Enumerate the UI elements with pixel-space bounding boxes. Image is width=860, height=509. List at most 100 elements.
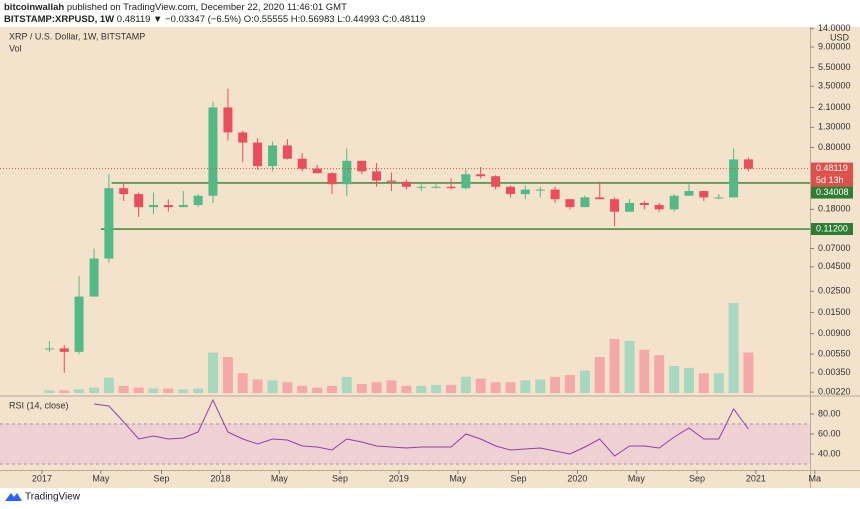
candle-body: [476, 174, 486, 177]
y-tick-label: 0.00350: [818, 367, 851, 377]
y-tick-label: 14.0000: [818, 23, 851, 33]
volume-bar: [371, 382, 382, 393]
y-tick-label: 0.00220: [818, 386, 851, 396]
candle-body: [550, 189, 560, 200]
x-tick-label: 2017: [32, 473, 52, 483]
rsi-band: [0, 424, 810, 464]
candle-body: [446, 186, 456, 189]
y-unit: USD: [830, 32, 850, 42]
candle-body: [461, 174, 471, 189]
candle-body: [163, 204, 173, 208]
candle-body: [684, 191, 694, 196]
chart-background: [0, 27, 860, 488]
volume-bar: [535, 379, 546, 393]
candle-body: [639, 202, 649, 205]
candle-body: [297, 158, 307, 169]
volume-bar: [163, 388, 174, 393]
volume-bar: [624, 340, 635, 393]
volume-bar: [356, 384, 367, 393]
volume-bar: [282, 382, 293, 393]
volume-bar: [74, 389, 85, 393]
volume-bar: [89, 387, 100, 393]
y-tick-label: 9.00000: [818, 41, 851, 51]
rsi-tick-label: 60.00: [818, 428, 841, 438]
candle-body: [535, 189, 545, 191]
volume-bar: [44, 390, 55, 393]
x-tick-label: 2020: [567, 473, 587, 483]
volume-bar: [326, 385, 337, 393]
x-tick-label: May: [271, 473, 289, 483]
volume-bar: [728, 303, 739, 393]
candle-body: [342, 160, 352, 185]
y-tick-label: 1.30000: [818, 122, 851, 132]
volume-bar: [193, 388, 204, 393]
volume-bar: [59, 390, 70, 393]
volume-bar: [386, 380, 397, 393]
y-tick-label: 0.02500: [818, 286, 851, 296]
countdown-box: [811, 174, 853, 187]
volume-bar: [460, 376, 471, 393]
candle-body: [104, 188, 114, 259]
candle-body: [74, 296, 84, 352]
candle-body: [238, 132, 248, 143]
volume-bar: [148, 388, 159, 393]
logo: TradingView: [5, 492, 81, 503]
candle-body: [149, 204, 159, 208]
level-label: 0.11200: [816, 223, 848, 233]
x-tick-label: May: [628, 473, 646, 483]
volume-bar: [267, 380, 278, 393]
volume-bar: [222, 357, 233, 393]
x-tick-label: Sep: [511, 473, 527, 483]
candle-body: [431, 186, 441, 188]
candle-body: [654, 204, 664, 210]
y-tick-label: 3.50000: [818, 81, 851, 91]
level-label-box: [811, 186, 853, 199]
x-tick-label: May: [92, 473, 110, 483]
candle-body: [44, 348, 54, 350]
volume-bar: [118, 385, 129, 393]
candle-body: [565, 199, 575, 208]
volume-bar: [341, 376, 352, 393]
candle-body: [134, 194, 144, 208]
rsi-tick-label: 40.00: [818, 448, 841, 458]
y-tick-label: 0.80000: [818, 142, 851, 152]
candle-body: [743, 159, 753, 169]
candle-body: [327, 173, 337, 185]
volume-bar: [579, 370, 590, 393]
x-tick-label: Ma: [809, 473, 822, 483]
volume-bar: [713, 373, 724, 393]
volume-bar: [178, 389, 189, 393]
x-tick-label: 2019: [389, 473, 409, 483]
rsi-title: RSI (14, close): [9, 400, 69, 410]
volume-label: Vol: [9, 43, 22, 53]
candle-body: [580, 197, 590, 208]
candle-body: [282, 145, 292, 159]
y-tick-label: 0.18000: [818, 204, 851, 214]
author: bitcoinwallah: [4, 2, 64, 13]
candle-body: [505, 186, 515, 195]
volume-bar: [505, 382, 516, 393]
candle-body: [416, 186, 426, 188]
candle-body: [729, 159, 739, 198]
volume-bar: [475, 378, 486, 393]
x-tick-label: Sep: [332, 473, 348, 483]
volume-bar: [520, 380, 531, 393]
logo-icon: [5, 493, 22, 501]
candle-body: [59, 348, 69, 352]
candle-body: [193, 195, 203, 205]
x-tick-label: Sep: [689, 473, 705, 483]
y-tick-label: 0.00900: [818, 328, 851, 338]
volume-bar: [207, 352, 218, 393]
last-price-box: [811, 162, 853, 175]
header-line: bitcoinwallah published on TradingView.c…: [4, 2, 347, 13]
price-pane: [0, 88, 810, 393]
x-tick-label: 2021: [746, 473, 766, 483]
x-tick-label: 2018: [210, 473, 230, 483]
volume-bar: [103, 377, 114, 393]
volume-bar: [609, 339, 620, 393]
volume-bar: [639, 349, 650, 393]
candle-body: [714, 197, 724, 199]
rsi-line: [94, 398, 749, 457]
